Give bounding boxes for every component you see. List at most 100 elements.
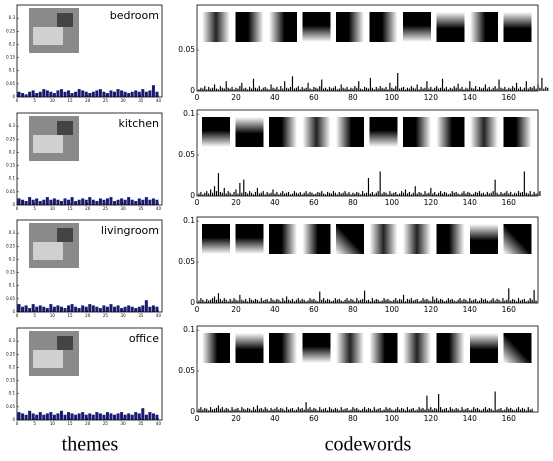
bar bbox=[344, 299, 346, 303]
y-tick-label: 0.25 bbox=[6, 351, 15, 356]
bar bbox=[453, 86, 455, 91]
y-tick-label: 0.05 bbox=[6, 404, 15, 409]
bar bbox=[204, 86, 206, 91]
bar bbox=[515, 408, 518, 412]
y-tick-label: 0.25 bbox=[6, 136, 15, 141]
bar bbox=[387, 194, 389, 196]
bar bbox=[95, 306, 99, 312]
bar bbox=[74, 414, 78, 420]
bar bbox=[408, 88, 410, 91]
bar bbox=[247, 193, 249, 196]
bar bbox=[363, 290, 366, 303]
bar bbox=[377, 88, 379, 91]
bar bbox=[533, 289, 535, 303]
codeword-patch bbox=[336, 333, 364, 363]
bar bbox=[362, 408, 364, 412]
bar bbox=[231, 300, 233, 303]
codeword-patch bbox=[403, 224, 431, 254]
bar bbox=[377, 408, 379, 412]
bar bbox=[319, 192, 321, 196]
bar bbox=[336, 299, 338, 303]
bar bbox=[480, 88, 483, 91]
bar bbox=[402, 294, 405, 303]
bar bbox=[217, 173, 220, 196]
bar bbox=[352, 407, 354, 412]
bar bbox=[323, 408, 325, 412]
bar bbox=[338, 191, 340, 196]
bar bbox=[424, 409, 426, 412]
bar bbox=[535, 88, 537, 91]
x-tick-label: 0 bbox=[16, 313, 19, 318]
bar bbox=[408, 299, 410, 303]
bar bbox=[31, 199, 35, 205]
bar bbox=[250, 88, 253, 91]
bar bbox=[459, 194, 461, 196]
bar bbox=[469, 192, 471, 196]
bar bbox=[102, 305, 106, 312]
bar bbox=[480, 298, 483, 303]
bar bbox=[260, 89, 262, 91]
bar bbox=[116, 305, 120, 312]
codeword-patch bbox=[503, 12, 532, 42]
bar bbox=[67, 412, 71, 420]
bar bbox=[208, 86, 210, 91]
bar bbox=[120, 90, 124, 97]
bar bbox=[291, 193, 294, 196]
bar bbox=[42, 89, 46, 97]
bar bbox=[457, 299, 459, 303]
bar bbox=[313, 298, 315, 303]
bar bbox=[317, 191, 319, 196]
bar bbox=[241, 192, 243, 196]
bar bbox=[500, 87, 502, 91]
bar bbox=[141, 408, 145, 420]
bar bbox=[412, 192, 414, 196]
scene-photo-detail bbox=[57, 121, 73, 135]
x-tick-label: 40 bbox=[270, 198, 280, 207]
bar bbox=[478, 300, 481, 303]
bar bbox=[59, 306, 63, 312]
bar bbox=[247, 407, 249, 412]
bar bbox=[467, 191, 469, 196]
plot-frame bbox=[196, 4, 539, 92]
bar bbox=[465, 193, 467, 196]
bar bbox=[416, 298, 418, 303]
bar bbox=[463, 298, 465, 303]
bar bbox=[272, 189, 274, 196]
bar bbox=[217, 89, 220, 91]
bar bbox=[204, 192, 206, 196]
bar bbox=[328, 407, 331, 412]
bar bbox=[280, 301, 282, 303]
bar bbox=[326, 89, 329, 91]
bar bbox=[428, 300, 430, 303]
bar bbox=[478, 86, 481, 91]
bar bbox=[393, 192, 395, 196]
bar bbox=[49, 304, 53, 312]
x-tick-label: 35 bbox=[138, 206, 144, 211]
bar bbox=[245, 87, 247, 91]
bar bbox=[127, 197, 131, 205]
bar bbox=[371, 410, 373, 412]
x-tick-label: 160 bbox=[502, 414, 517, 423]
bar bbox=[21, 306, 25, 312]
bar bbox=[254, 298, 257, 303]
bar bbox=[449, 299, 451, 303]
bar bbox=[422, 194, 424, 196]
bar bbox=[227, 191, 229, 196]
bar bbox=[389, 191, 391, 196]
bar bbox=[449, 87, 451, 91]
bar bbox=[325, 407, 327, 412]
bar bbox=[210, 299, 212, 303]
bar bbox=[321, 191, 323, 196]
bar bbox=[453, 192, 455, 196]
bar bbox=[274, 193, 276, 196]
codeword-panel: 0 0.05 0.1 0 20 40 60 80 100 120 140 160 bbox=[178, 109, 541, 207]
bar bbox=[387, 408, 389, 412]
bar bbox=[123, 414, 127, 420]
x-tick-label: 20 bbox=[85, 206, 91, 211]
bar bbox=[515, 301, 518, 303]
y-tick-label: 0.1 bbox=[183, 109, 195, 118]
bar bbox=[198, 408, 200, 412]
bar bbox=[416, 84, 418, 91]
bar bbox=[330, 193, 333, 196]
bar bbox=[471, 409, 473, 412]
